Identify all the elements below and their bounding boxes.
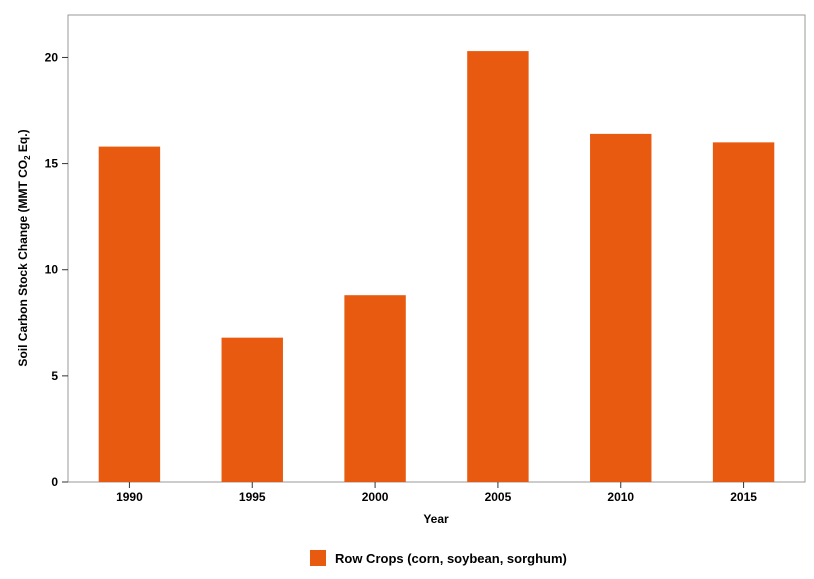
y-tick-label: 10 <box>45 263 59 277</box>
x-tick-label: 2005 <box>485 490 512 504</box>
bar-2000 <box>344 295 406 482</box>
bar-2015 <box>712 142 775 482</box>
x-tick-label: 1995 <box>239 490 266 504</box>
legend: Row Crops (corn, soybean, sorghum) <box>310 550 567 566</box>
x-tick-label: 2010 <box>607 490 634 504</box>
y-tick-label: 5 <box>51 369 58 383</box>
bar-1995 <box>221 337 283 482</box>
bar-2005 <box>467 51 529 482</box>
bars <box>98 51 775 483</box>
bar-2010 <box>590 133 652 482</box>
plot-frame <box>67 14 806 483</box>
y-tick-label: 0 <box>51 475 58 489</box>
y-tick-label: 20 <box>45 50 59 64</box>
y-axis: 0 5 10 15 20 <box>45 50 68 489</box>
x-tick-label: 1990 <box>116 490 143 504</box>
x-axis: 1990 1995 2000 2005 2010 2015 <box>116 482 757 504</box>
y-tick-label: 15 <box>45 157 59 171</box>
x-tick-label: 2015 <box>730 490 757 504</box>
legend-label: Row Crops (corn, soybean, sorghum) <box>335 551 567 566</box>
bar-1990 <box>98 146 161 483</box>
x-tick-label: 2000 <box>362 490 389 504</box>
legend-swatch <box>310 550 326 566</box>
x-axis-title: Year <box>423 512 449 526</box>
y-axis-title: Soil Carbon Stock Change (MMT CO2 Eq.) <box>16 129 32 366</box>
